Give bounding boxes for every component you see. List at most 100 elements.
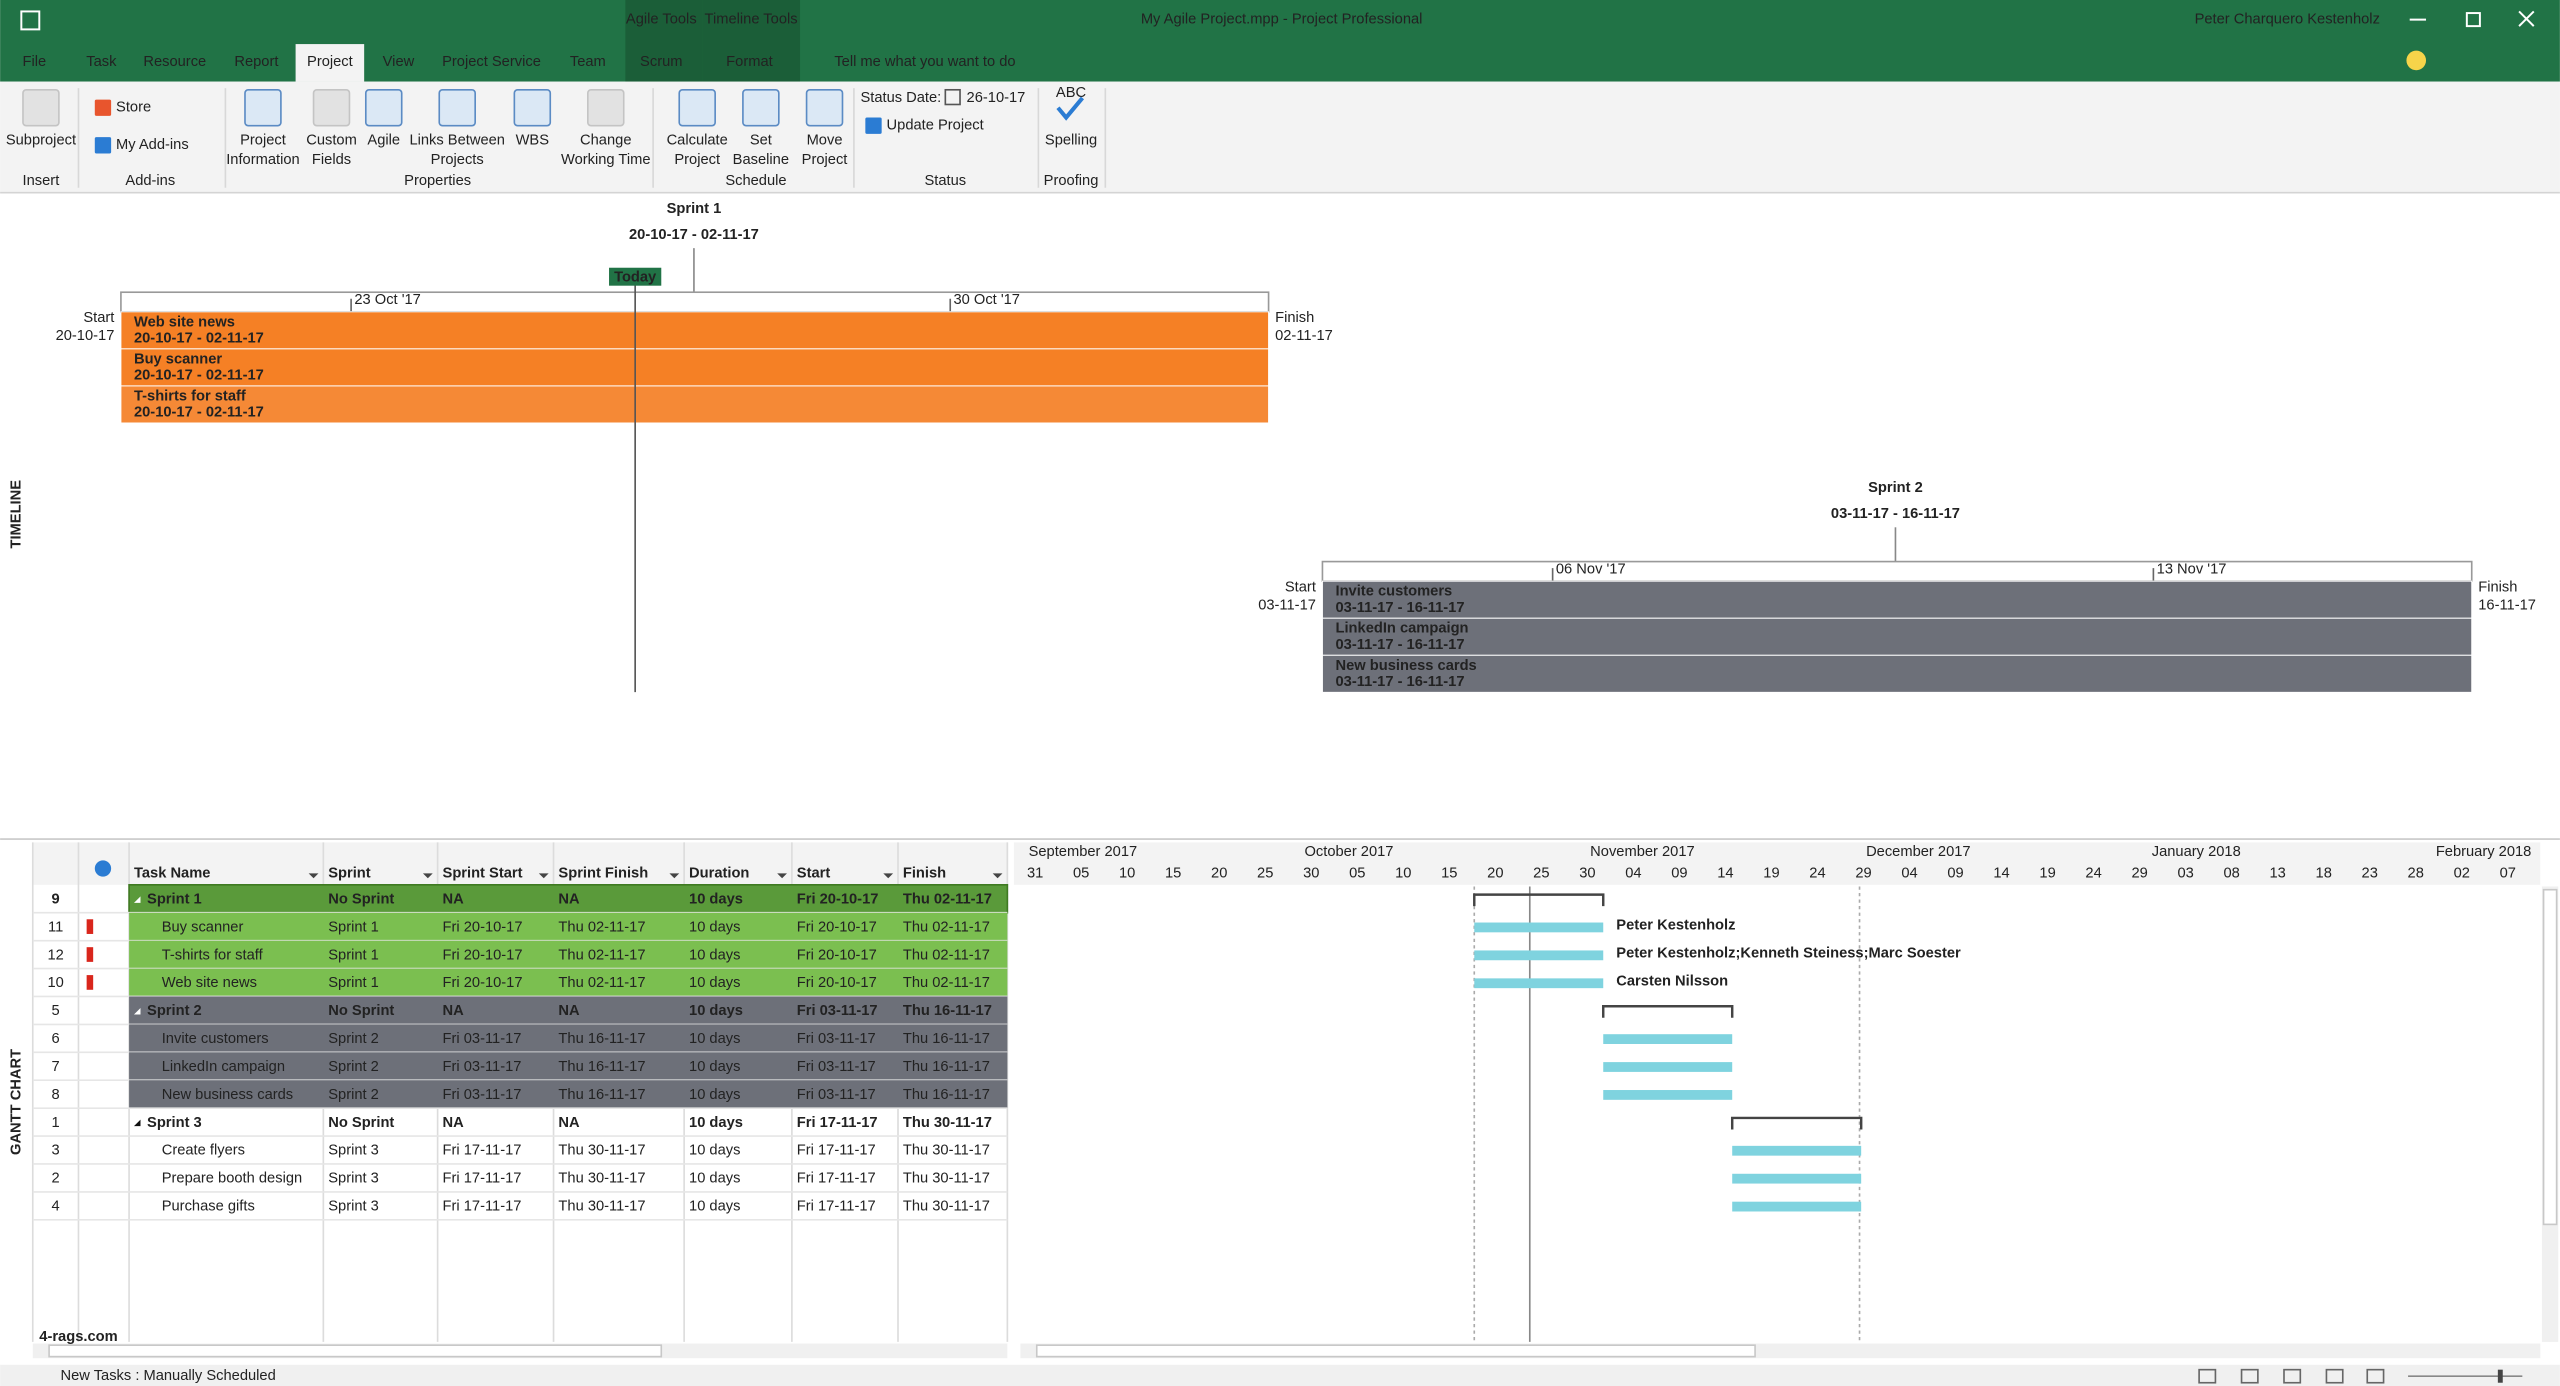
filter-arrow[interactable] — [669, 873, 680, 879]
summary-bar[interactable] — [1473, 893, 1605, 907]
cell[interactable]: NA — [558, 1115, 580, 1131]
cell[interactable]: Thu 30-11-17 — [903, 1143, 990, 1159]
timeline-task[interactable] — [120, 348, 1270, 387]
cell[interactable]: Fri 20-10-17 — [797, 891, 879, 907]
button-icon[interactable] — [805, 88, 844, 127]
cell[interactable]: Fri 20-10-17 — [797, 947, 877, 963]
cell[interactable]: Thu 02-11-17 — [903, 891, 992, 907]
button-icon[interactable] — [94, 99, 112, 116]
task-bar[interactable] — [1474, 950, 1604, 961]
button-icon[interactable] — [364, 88, 403, 127]
row-id[interactable]: 7 — [52, 1059, 60, 1075]
button-icon[interactable] — [22, 88, 60, 127]
cell[interactable]: 10 days — [689, 1199, 740, 1215]
cell[interactable]: Sprint 3 — [328, 1171, 379, 1187]
cell[interactable]: Fri 17-11-17 — [443, 1199, 522, 1215]
ribbon-tab[interactable]: Format — [726, 54, 773, 70]
cell[interactable]: Sprint 2 — [328, 1059, 379, 1075]
column-header[interactable]: Finish — [903, 865, 946, 881]
cell[interactable]: Fri 03-11-17 — [443, 1059, 522, 1075]
cell[interactable]: Fri 20-10-17 — [797, 975, 877, 991]
button-icon[interactable] — [513, 88, 552, 127]
view-button[interactable] — [2283, 1368, 2302, 1384]
ribbon-tab[interactable]: View — [383, 54, 415, 70]
task-bar[interactable] — [1603, 1062, 1733, 1072]
ribbon-tab[interactable]: Task — [86, 54, 117, 70]
ribbon-button[interactable]: Agile — [367, 132, 400, 148]
row-id[interactable]: 11 — [48, 919, 63, 935]
task-bar[interactable] — [1732, 1145, 1862, 1156]
ribbon-tab[interactable]: Team — [570, 54, 606, 70]
task-bar[interactable] — [1732, 1173, 1862, 1184]
cell[interactable]: T-shirts for staff — [162, 947, 264, 963]
timeline-task[interactable] — [120, 311, 1270, 350]
cell[interactable]: 10 days — [689, 1031, 740, 1047]
row-id[interactable]: 8 — [52, 1087, 60, 1103]
column-header[interactable]: Sprint — [328, 865, 371, 881]
cell[interactable]: NA — [558, 891, 580, 907]
button-icon[interactable] — [865, 117, 882, 134]
filter-arrow[interactable] — [992, 873, 1003, 879]
cell[interactable]: 10 days — [689, 919, 740, 935]
cell[interactable]: Thu 02-11-17 — [558, 919, 645, 935]
task-bar[interactable] — [1732, 1201, 1862, 1212]
row-id[interactable]: 4 — [52, 1199, 60, 1215]
ribbon-button[interactable]: Update Project — [887, 118, 984, 134]
cell[interactable]: Web site news — [162, 975, 257, 991]
cell[interactable]: Fri 20-10-17 — [443, 919, 523, 935]
ribbon-tab[interactable]: File — [23, 54, 47, 70]
row-fill[interactable] — [129, 940, 1008, 969]
cell[interactable]: Fri 17-11-17 — [797, 1115, 878, 1131]
cell[interactable]: Thu 16-11-17 — [558, 1031, 645, 1047]
cell[interactable]: 10 days — [689, 1143, 740, 1159]
cell[interactable]: No Sprint — [328, 891, 394, 907]
smiley[interactable] — [2406, 50, 2427, 71]
cell[interactable]: NA — [443, 891, 465, 907]
cell[interactable]: 10 days — [689, 1115, 743, 1131]
cell[interactable]: Thu 02-11-17 — [903, 947, 990, 963]
timeline-task[interactable] — [1321, 654, 2473, 693]
row-id[interactable]: 9 — [52, 891, 60, 907]
cell[interactable]: Sprint 1 — [328, 975, 379, 991]
row-id[interactable]: 6 — [52, 1031, 60, 1047]
cell[interactable]: Purchase gifts — [162, 1199, 255, 1215]
column-header[interactable]: Sprint Start — [443, 865, 523, 881]
ribbon-button[interactable]: Store — [116, 100, 151, 116]
row-fill[interactable] — [129, 912, 1008, 941]
ribbon-tab[interactable]: Scrum — [640, 54, 682, 70]
cell[interactable]: Thu 02-11-17 — [903, 919, 990, 935]
cell[interactable]: Create flyers — [162, 1143, 245, 1159]
ribbon-button[interactable]: Custom — [306, 132, 357, 148]
cell[interactable]: Fri 17-11-17 — [797, 1171, 876, 1187]
cell[interactable]: 10 days — [689, 1003, 743, 1019]
view-button[interactable] — [2198, 1368, 2217, 1384]
cell[interactable]: No Sprint — [328, 1003, 394, 1019]
cell[interactable]: Sprint 2 — [328, 1087, 379, 1103]
status-date[interactable]: 26-10-17 — [967, 90, 1026, 106]
h-scroll-thumb[interactable] — [48, 1344, 663, 1358]
row-id[interactable]: 5 — [52, 1003, 60, 1019]
filter-arrow[interactable] — [883, 873, 894, 879]
ribbon-tab[interactable]: Resource — [143, 54, 206, 70]
column-header[interactable]: Sprint Finish — [558, 865, 648, 881]
button-icon[interactable] — [438, 88, 476, 127]
ribbon-button[interactable]: Set — [750, 132, 772, 148]
ribbon-button[interactable]: Move — [807, 132, 843, 148]
ribbon-button[interactable]: Projects — [431, 152, 484, 168]
cell[interactable]: Thu 30-11-17 — [558, 1199, 645, 1215]
cell[interactable]: Fri 17-11-17 — [443, 1171, 522, 1187]
ribbon-button[interactable]: Spelling — [1045, 132, 1097, 148]
ribbon-button[interactable]: Subproject — [6, 132, 76, 148]
button-icon[interactable] — [742, 88, 780, 127]
cell[interactable]: Thu 30-11-17 — [903, 1171, 990, 1187]
ribbon-button[interactable]: Project — [802, 152, 848, 168]
cell[interactable]: Thu 30-11-17 — [903, 1115, 992, 1131]
cell[interactable]: Fri 20-10-17 — [443, 947, 523, 963]
row-id[interactable]: 2 — [52, 1171, 60, 1187]
button-icon[interactable] — [244, 88, 282, 127]
timeline-task[interactable] — [1321, 617, 2473, 656]
column-header[interactable]: Duration — [689, 865, 749, 881]
ribbon-tab[interactable]: Project — [307, 54, 353, 70]
cell[interactable]: Sprint 2 — [328, 1031, 379, 1047]
filter-arrow[interactable] — [308, 873, 319, 879]
